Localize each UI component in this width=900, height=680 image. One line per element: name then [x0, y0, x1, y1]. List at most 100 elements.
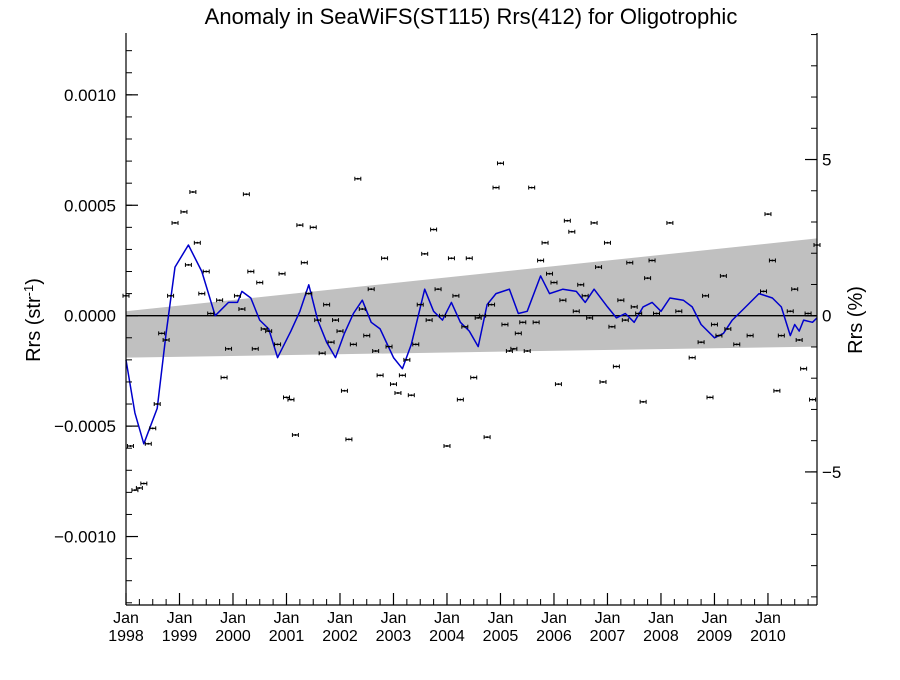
- data-point-marker: [544, 241, 547, 244]
- data-point-marker: [267, 330, 270, 333]
- x-tick-label-month: Jan: [702, 610, 728, 627]
- data-point-marker: [717, 334, 720, 337]
- data-point-marker: [361, 308, 364, 311]
- data-point: [278, 271, 286, 276]
- y-tick-label: 0.0000: [64, 307, 116, 326]
- data-point: [764, 212, 772, 217]
- data-point-marker: [330, 341, 333, 344]
- x-tick-label-month: Jan: [434, 610, 460, 627]
- data-point: [180, 209, 188, 214]
- x-tick-label-month: Jan: [648, 610, 674, 627]
- data-point-marker: [138, 486, 141, 489]
- data-point: [323, 302, 331, 307]
- data-point: [639, 399, 647, 404]
- data-point: [403, 357, 411, 362]
- data-point: [367, 287, 375, 292]
- data-point-marker: [749, 334, 752, 337]
- data-point: [608, 324, 616, 329]
- data-point-marker: [392, 383, 395, 386]
- data-point: [260, 326, 268, 331]
- data-point-marker: [441, 314, 444, 317]
- x-tick-label-month: Jan: [167, 610, 193, 627]
- data-point: [603, 240, 611, 245]
- data-point-marker: [807, 312, 810, 315]
- data-point-marker: [633, 305, 636, 308]
- data-point-marker: [579, 283, 582, 286]
- data-point: [363, 333, 371, 338]
- data-point-marker: [552, 281, 555, 284]
- data-point: [537, 258, 545, 263]
- data-point: [318, 351, 326, 356]
- data-point: [265, 329, 273, 334]
- data-point: [309, 225, 317, 230]
- data-point: [501, 322, 509, 327]
- data-point: [719, 273, 727, 278]
- data-points-layer: [122, 161, 821, 493]
- data-point: [514, 331, 522, 336]
- data-point: [768, 258, 776, 263]
- data-point-marker: [245, 193, 248, 196]
- data-point: [590, 220, 598, 225]
- y2-axis-label: Rrs (%): [845, 286, 867, 354]
- data-point: [795, 337, 803, 342]
- data-point: [430, 227, 438, 232]
- data-point-marker: [303, 261, 306, 264]
- data-point: [256, 280, 264, 285]
- data-point-marker: [227, 347, 230, 350]
- data-point-marker: [338, 330, 341, 333]
- data-point: [389, 382, 397, 387]
- data-point-marker: [240, 308, 243, 311]
- data-point: [586, 315, 594, 320]
- data-point-marker: [628, 261, 631, 264]
- data-point: [247, 269, 255, 274]
- data-point-marker: [584, 294, 587, 297]
- data-point: [559, 298, 567, 303]
- data-point: [599, 379, 607, 384]
- data-point: [644, 276, 652, 281]
- data-point-marker: [642, 400, 645, 403]
- data-point-marker: [593, 221, 596, 224]
- data-point-marker: [374, 350, 377, 353]
- data-point-marker: [191, 191, 194, 194]
- data-point-marker: [490, 303, 493, 306]
- data-point-marker: [570, 230, 573, 233]
- data-point-marker: [588, 316, 591, 319]
- data-point-marker: [236, 294, 239, 297]
- data-point: [135, 485, 143, 490]
- data-point-marker: [200, 292, 203, 295]
- data-point: [189, 190, 197, 195]
- data-point-marker: [459, 398, 462, 401]
- data-point-marker: [526, 350, 529, 353]
- data-point: [666, 220, 674, 225]
- data-point-marker: [722, 274, 725, 277]
- x-tick-label-month: Jan: [220, 610, 246, 627]
- data-point: [541, 240, 549, 245]
- x-tick-label-month: Jan: [755, 610, 781, 627]
- x-tick-label-month: Jan: [488, 610, 514, 627]
- data-point-marker: [388, 345, 391, 348]
- data-point-marker: [602, 380, 605, 383]
- data-point-marker: [677, 310, 680, 313]
- data-point: [760, 289, 768, 294]
- data-point: [456, 397, 464, 402]
- data-point: [242, 192, 250, 197]
- data-point-marker: [281, 272, 284, 275]
- data-point: [496, 161, 504, 166]
- data-point: [452, 293, 460, 298]
- data-point: [305, 291, 313, 296]
- data-point: [492, 185, 500, 190]
- data-point: [327, 340, 335, 345]
- data-point: [385, 344, 393, 349]
- data-point-marker: [321, 352, 324, 355]
- data-point: [470, 375, 478, 380]
- data-point: [621, 318, 629, 323]
- data-point-marker: [285, 396, 288, 399]
- data-point-marker: [343, 389, 346, 392]
- data-point: [581, 293, 589, 298]
- data-point: [300, 260, 308, 265]
- data-point: [381, 256, 389, 261]
- data-point: [612, 364, 620, 369]
- x-tick-label-year: 2010: [750, 628, 786, 645]
- data-point-marker: [713, 323, 716, 326]
- data-point-marker: [704, 294, 707, 297]
